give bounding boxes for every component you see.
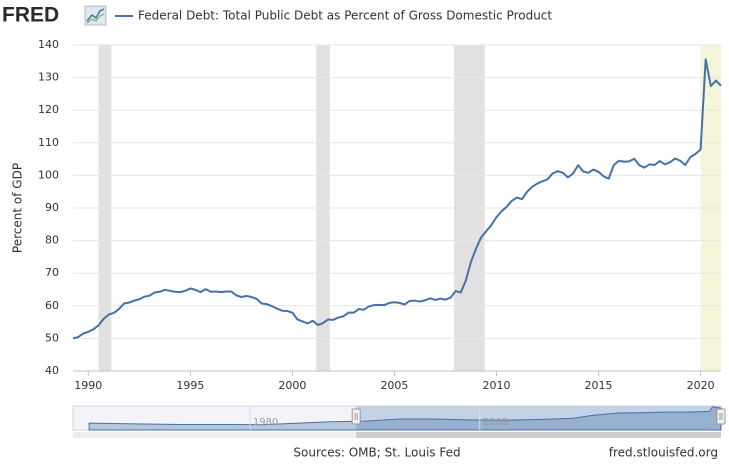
footer-sources: Sources: OMB; St. Louis Fed [293, 446, 460, 460]
scrollbar-thumb [356, 432, 721, 438]
y-tick-label: 100 [38, 168, 59, 181]
navigator-tick-label: 1980 [253, 417, 278, 428]
x-tick-label: 2015 [585, 379, 613, 392]
y-tick-label: 50 [45, 331, 59, 344]
y-tick-label: 80 [45, 234, 59, 247]
x-tick-label: 1990 [74, 379, 102, 392]
logo: FRED [2, 4, 59, 27]
y-tick-label: 140 [38, 38, 59, 51]
navigator[interactable]: 1980 2000 [72, 405, 726, 438]
y-tick-label: 40 [45, 364, 59, 377]
x-tick-label: 2010 [482, 379, 510, 392]
y-tick-label: 70 [45, 266, 59, 279]
y-tick-label: 60 [45, 299, 59, 312]
x-tick-label: 1995 [176, 379, 204, 392]
footer-site[interactable]: fred.stlouisfed.org [609, 446, 718, 460]
y-tick-label: 130 [38, 71, 59, 84]
x-tick-label: 2005 [380, 379, 408, 392]
y-tick-label: 90 [45, 201, 59, 214]
x-tick-label: 2000 [278, 379, 306, 392]
legend-label: Federal Debt: Total Public Debt as Perce… [138, 9, 552, 23]
y-tick-label: 120 [38, 103, 59, 116]
navigator-selection [356, 406, 721, 430]
navigator-tick-label: 2000 [483, 417, 508, 428]
y-axis-label: Percent of GDP [11, 163, 25, 253]
navigator-area [88, 406, 722, 431]
x-tick-label: 2020 [687, 379, 715, 392]
plot-area: 40 50 60 70 80 90 100 110 120 130 140 1990 1995 2000 2… [11, 38, 722, 392]
navigator-handle[interactable] [716, 408, 726, 425]
y-tick-label: 110 [38, 136, 59, 149]
logo-icon [84, 5, 107, 26]
navigator-handle[interactable] [351, 408, 361, 425]
series-line [72, 58, 722, 340]
